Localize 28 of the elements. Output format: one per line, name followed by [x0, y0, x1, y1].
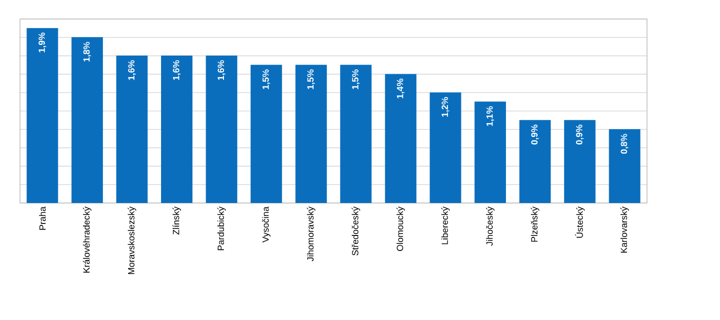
x-tick-label: Pardubický — [217, 206, 226, 250]
data-label: 1,5% — [262, 69, 270, 90]
x-tick-label: Plzeňský — [530, 206, 540, 242]
x-tick-label: Středočeský — [352, 206, 360, 256]
x-tick-label: Královéhradecký — [82, 206, 92, 273]
data-label: 1,1% — [486, 106, 494, 126]
x-tick-label: Zlínský — [172, 206, 181, 235]
data-label: 1,5% — [352, 69, 360, 90]
x-tick-label: Praha — [39, 206, 46, 230]
data-label: 1,6% — [128, 60, 136, 80]
data-label: 0,9% — [576, 124, 584, 144]
x-tick-label: Olomoucký — [396, 206, 405, 251]
x-tick-label: Liberecký — [441, 206, 450, 244]
data-label: 1,6% — [218, 60, 226, 80]
x-tick-label: Ústecký — [575, 206, 585, 238]
x-tick-label: Jihomoravský — [306, 206, 316, 262]
data-label: 1,9% — [38, 32, 46, 52]
data-label: 1,4% — [396, 78, 404, 98]
data-label: 1,5% — [307, 69, 315, 90]
data-label: 1,8% — [83, 42, 92, 62]
x-tick-label: Moravskoslezský — [128, 206, 136, 274]
data-label: 0,8% — [620, 134, 628, 154]
x-tick-label: Vysočina — [262, 206, 271, 243]
data-label: 1,2% — [442, 97, 450, 117]
data-label: 1,6% — [172, 60, 181, 80]
x-tick-label: Jihočeský — [486, 206, 494, 246]
data-label: 0,9% — [531, 124, 539, 144]
x-tick-label: Karlovarský — [620, 206, 629, 253]
